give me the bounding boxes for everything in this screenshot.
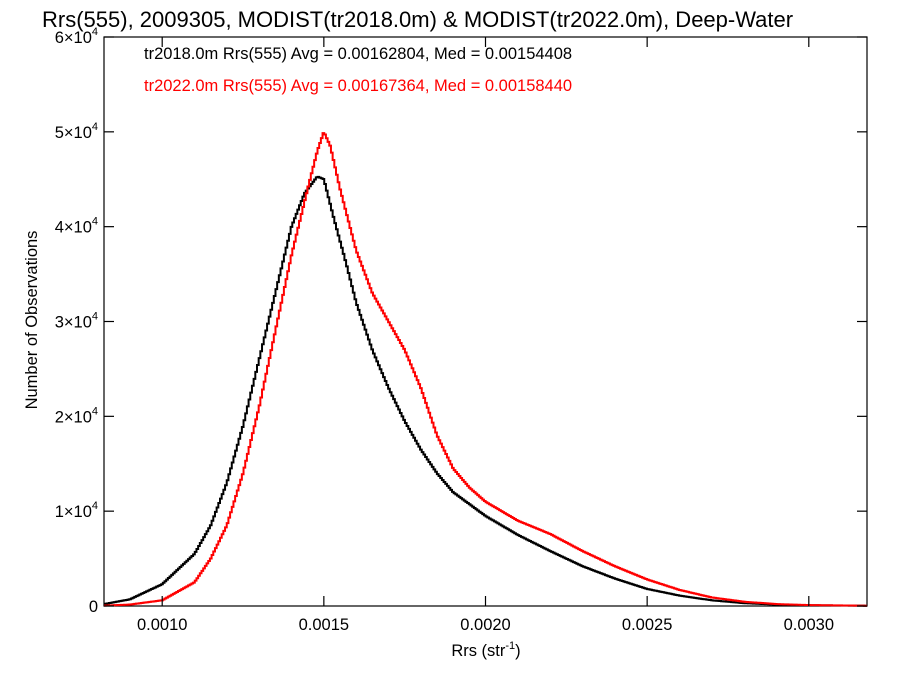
plot-area: 0.0010 0.0015 0.0020 0.0025 0.0030 0 1×104 2×10… bbox=[55, 26, 868, 634]
y-tick-label-2: 2×104 bbox=[55, 405, 98, 426]
x-tick-label-3: 0.0025 bbox=[622, 616, 672, 634]
series-layer bbox=[104, 132, 867, 607]
tick-layer: 0.0010 0.0015 0.0020 0.0025 0.0030 0 1×104 2×10… bbox=[55, 26, 867, 634]
chart-title: Rrs(555), 2009305, MODIST(tr2018.0m) & M… bbox=[42, 7, 793, 32]
annotation-tr2022: tr2022.0m Rrs(555) Avg = 0.00167364, Med… bbox=[144, 77, 572, 95]
x-tick-label-2: 0.0020 bbox=[460, 616, 510, 634]
y-axis-label: Number of Observations bbox=[23, 231, 41, 410]
annotation-tr2018: tr2018.0m Rrs(555) Avg = 0.00162804, Med… bbox=[144, 45, 572, 63]
series-line-0 bbox=[104, 175, 867, 607]
y-tick-label-0: 0 bbox=[89, 598, 98, 616]
x-axis-label: Rrs (str-1) bbox=[451, 640, 520, 660]
plot-frame bbox=[103, 36, 868, 607]
x-tick-label-4: 0.0030 bbox=[784, 616, 834, 634]
series-line-1 bbox=[104, 132, 867, 607]
y-tick-label-1: 1×104 bbox=[55, 500, 98, 521]
x-tick-label-0: 0.0010 bbox=[137, 616, 187, 634]
y-tick-label-5: 5×104 bbox=[55, 121, 98, 142]
x-tick-label-1: 0.0015 bbox=[299, 616, 349, 634]
y-tick-label-4: 4×104 bbox=[55, 216, 98, 237]
y-tick-label-6: 6×104 bbox=[55, 26, 98, 47]
y-tick-label-3: 3×104 bbox=[55, 311, 98, 332]
